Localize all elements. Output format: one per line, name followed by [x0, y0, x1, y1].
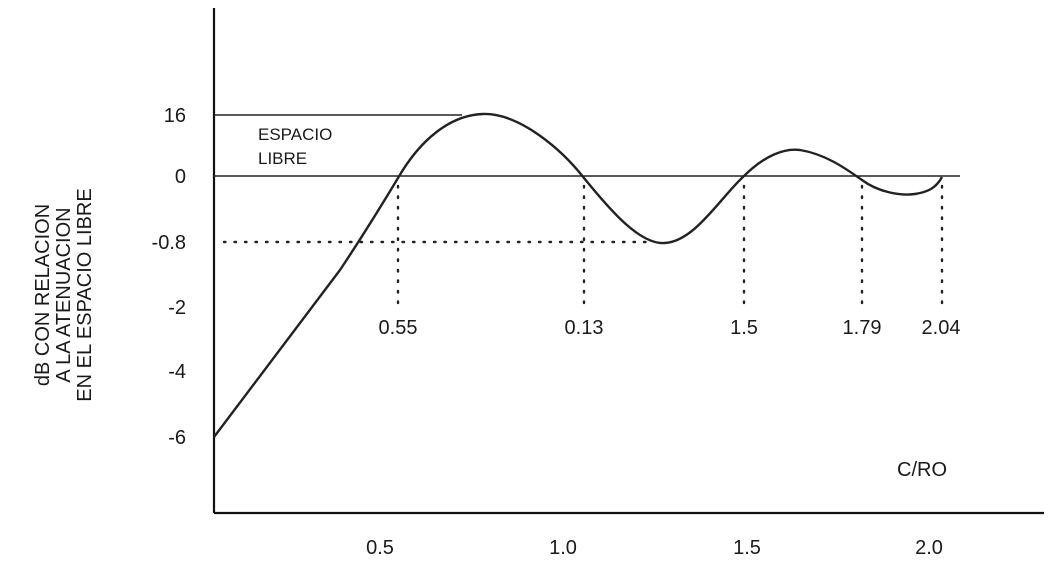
x-tick-label: 2.0	[915, 537, 943, 559]
y-tick-label: 16	[164, 105, 186, 127]
x-axis-label: C/RO	[897, 459, 947, 481]
x-tick-labels: 0.5 1.0 1.5 2.0	[366, 537, 943, 559]
y-tick-labels: 16 0 -0.8 -2 -4 -6	[152, 105, 186, 449]
zero-crossing-label: 2.04	[922, 317, 961, 339]
free-space-label-line: ESPACIO	[258, 125, 332, 144]
zero-crossing-label: 0.13	[565, 317, 604, 339]
x-tick-label: 1.0	[549, 537, 577, 559]
y-axis-label: dB CON RELACION A LA ATENUACION EN EL ES…	[32, 188, 96, 401]
attenuation-curve	[213, 112, 944, 438]
x-tick-label: 0.5	[366, 537, 394, 559]
zero-crossing-label: 1.79	[843, 317, 882, 339]
zero-crossing-label: 1.5	[730, 317, 758, 339]
x-tick-label: 1.5	[733, 537, 761, 559]
y-tick-label: -0.8	[152, 232, 186, 254]
zero-crossing-labels: 0.55 0.13 1.5 1.79 2.04	[379, 317, 961, 339]
y-axis-label-line: A LA ATENUACION	[53, 207, 75, 382]
zero-crossing-markers	[396, 184, 944, 308]
y-tick-label: -6	[168, 427, 186, 449]
y-tick-label: -2	[168, 297, 186, 319]
zero-crossing-label: 0.55	[379, 317, 418, 339]
y-tick-label: -4	[168, 361, 186, 383]
y-tick-label: 0	[175, 166, 186, 188]
y-axis-label-line: dB CON RELACION	[32, 204, 54, 386]
free-space-label-line: LIBRE	[258, 149, 307, 168]
y-axis-label-line: EN EL ESPACIO LIBRE	[74, 188, 96, 401]
